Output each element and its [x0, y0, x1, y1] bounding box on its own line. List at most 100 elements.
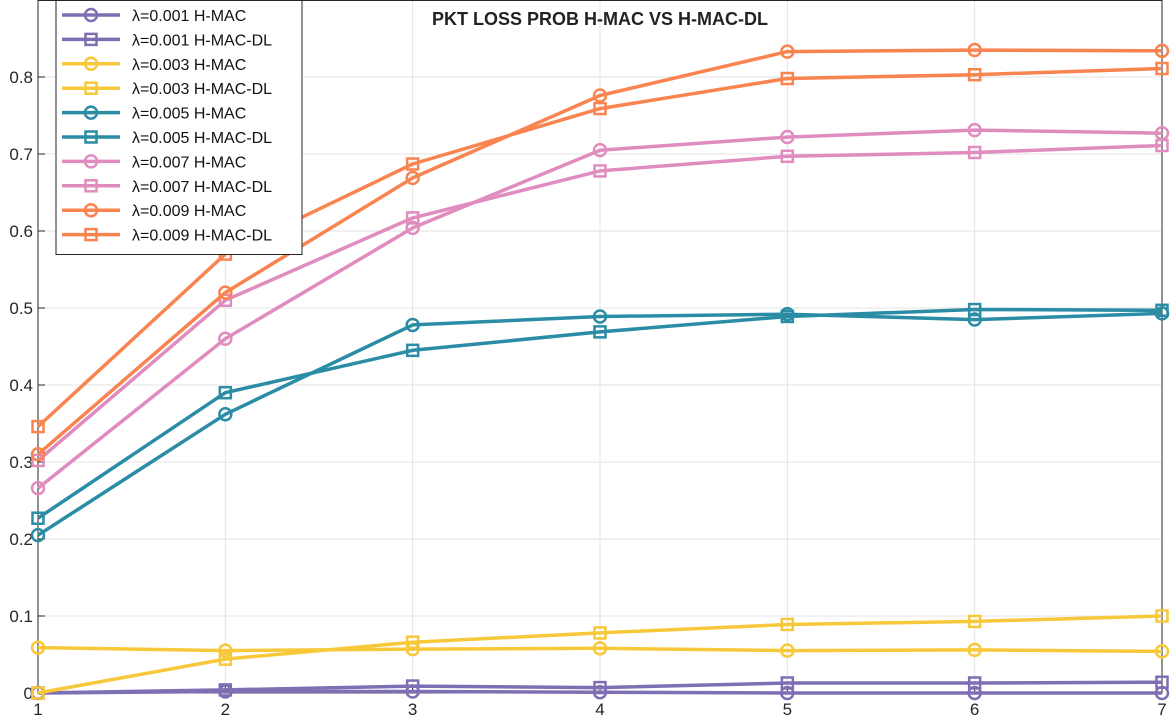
series-line [36, 128, 1163, 490]
data-point [593, 325, 607, 339]
y-tick-label: 0.4 [9, 376, 33, 395]
data-point [1154, 43, 1170, 59]
legend-label: λ=0.001 H-MAC [132, 8, 246, 25]
data-point [218, 285, 233, 300]
legend-swatch-marker [83, 154, 99, 169]
data-point [405, 679, 420, 693]
legend-item: λ=0.009 H-MAC [62, 202, 246, 220]
legend-label: λ=0.007 H-MAC [132, 154, 246, 171]
data-point [967, 42, 982, 58]
legend-swatch-marker [84, 179, 98, 193]
data-point [593, 101, 607, 116]
legend-swatch-marker [83, 7, 99, 23]
data-point [218, 331, 233, 347]
series-line [36, 143, 1163, 462]
x-tick-label: 3 [408, 700, 417, 719]
data-point [967, 642, 982, 658]
data-point [218, 407, 233, 422]
data-point [967, 676, 982, 690]
series-7 [30, 122, 1170, 496]
data-point [1155, 61, 1169, 76]
data-point [405, 170, 420, 186]
x-tick-label: 6 [970, 700, 979, 719]
legend-label: λ=0.009 H-MAC [132, 203, 246, 220]
data-point [218, 643, 233, 658]
data-point [592, 641, 608, 656]
legend-item: λ=0.007 H-MAC [62, 154, 246, 171]
x-tick-label: 7 [1157, 700, 1166, 719]
tick-labels: 1 2 3 4 5 6 7 0 0.1 0.2 0.3 0.4 0.5 0.6 0.7 0.8 [9, 68, 1166, 719]
data-point [780, 149, 795, 164]
data-point [1154, 644, 1170, 659]
legend-swatch-marker [83, 105, 99, 120]
data-point [31, 419, 45, 434]
legend-item: λ=0.009 H-MAC-DL [62, 228, 272, 245]
data-point [967, 122, 982, 138]
legend-label: λ=0.005 H-MAC-DL [132, 130, 272, 147]
legend-swatch-marker [84, 32, 98, 47]
data-point [593, 626, 607, 640]
legend-label: λ=0.001 H-MAC-DL [132, 32, 272, 49]
legend-swatch-marker [84, 227, 98, 242]
y-tick-label: 0.1 [9, 607, 33, 626]
data-point [967, 302, 982, 317]
legend-label: λ=0.003 H-MAC [132, 57, 246, 74]
series-4 [31, 609, 1169, 700]
data-point [780, 676, 795, 690]
data-point [405, 211, 420, 225]
data-point [780, 685, 795, 701]
y-tick-label: 0.7 [9, 145, 33, 164]
data-point [1155, 138, 1169, 153]
legend-item: λ=0.003 H-MAC-DL [62, 81, 272, 98]
series-line [37, 680, 1163, 695]
data-point [967, 685, 982, 701]
data-point [780, 309, 795, 324]
legend-label: λ=0.003 H-MAC-DL [132, 81, 272, 98]
data-point [592, 309, 608, 324]
data-point [30, 447, 46, 462]
legend-item: λ=0.001 H-MAC-DL [62, 32, 272, 49]
data-point [405, 343, 420, 358]
data-point [30, 640, 46, 655]
x-tick-label: 1 [33, 700, 42, 719]
series-group [30, 42, 1170, 701]
x-tick-label: 2 [221, 700, 230, 719]
series-8 [31, 138, 1169, 468]
data-point [405, 635, 420, 649]
y-tick-label: 0 [24, 684, 33, 703]
data-point [593, 680, 607, 695]
data-point [780, 643, 795, 658]
y-tick-label: 0.6 [9, 222, 33, 241]
legend-label: λ=0.007 H-MAC-DL [132, 179, 272, 196]
data-point [967, 614, 982, 629]
data-point [967, 145, 982, 160]
series-3 [30, 640, 1170, 659]
data-point [30, 480, 46, 496]
legend-swatch-marker [84, 130, 98, 144]
series-6 [31, 302, 1169, 525]
legend-item: λ=0.003 H-MAC [62, 56, 246, 74]
series-line [37, 307, 1163, 520]
data-point [405, 157, 420, 171]
series-9 [30, 42, 1170, 462]
data-point [218, 385, 233, 400]
data-point [405, 317, 420, 333]
data-point [780, 129, 795, 145]
x-tick-label: 5 [783, 700, 792, 719]
y-tick-label: 0.5 [9, 299, 33, 318]
legend-item: λ=0.005 H-MAC-DL [62, 130, 272, 147]
data-point [780, 71, 795, 86]
legend-swatch-marker [83, 56, 99, 72]
y-tick-label: 0.8 [9, 68, 33, 87]
data-point [593, 164, 607, 178]
data-point [31, 511, 45, 525]
data-point [1155, 675, 1169, 689]
data-point [405, 220, 420, 236]
legend-item: λ=0.005 H-MAC [62, 105, 246, 123]
series-line [36, 48, 1163, 456]
y-tick-label: 0.3 [9, 453, 33, 472]
legend-swatch-marker [83, 202, 99, 218]
series-line [37, 614, 1163, 695]
data-point [31, 453, 45, 468]
